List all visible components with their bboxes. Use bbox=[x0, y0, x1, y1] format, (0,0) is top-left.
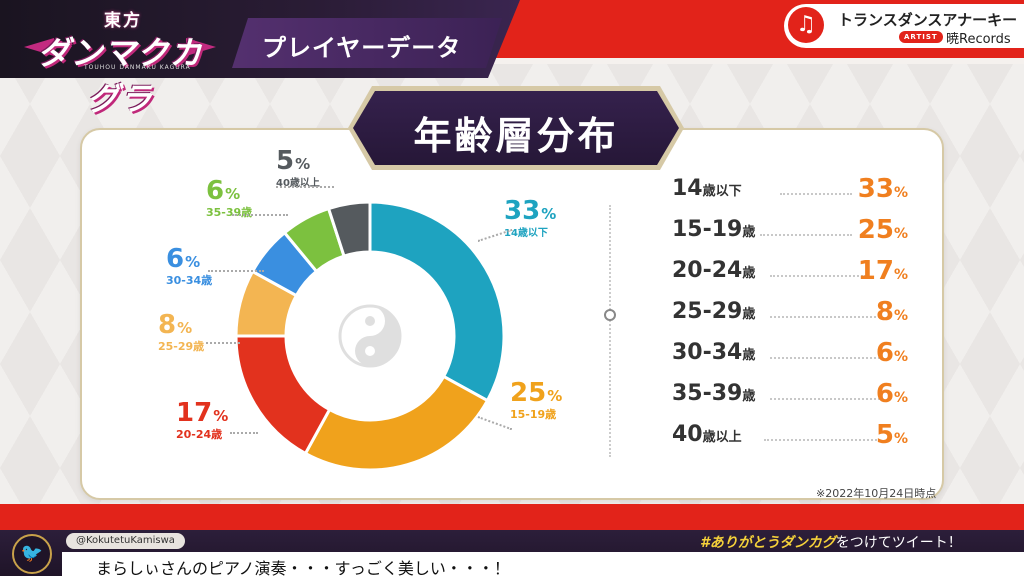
ticker-text: まらしぃさんのピアノ演奏・・・すっごく美しい・・・！ bbox=[96, 559, 510, 576]
row-value: 5 bbox=[875, 420, 894, 450]
label-20-24-category: 20-24歳 bbox=[176, 428, 223, 441]
row-value: 17 bbox=[857, 256, 894, 286]
now-playing-artist: 暁Records bbox=[946, 32, 1011, 47]
row-category-unit: 歳 bbox=[742, 225, 756, 240]
row-unit: % bbox=[893, 431, 908, 447]
label-25-29-value: 8 bbox=[158, 310, 177, 340]
row-category-unit: 歳以上 bbox=[702, 430, 742, 445]
row-unit: % bbox=[893, 349, 908, 365]
page-title-banner: プレイヤーデータ bbox=[232, 18, 502, 68]
game-logo: 東方 ダンマクカグラ TOUHOU DANMAKU KAGURA bbox=[22, 6, 218, 118]
row-category-unit: 歳 bbox=[742, 307, 756, 322]
donut-slice-1 bbox=[303, 374, 490, 472]
row-value: 8 bbox=[875, 297, 894, 327]
donut-slice-6 bbox=[326, 200, 372, 259]
yin-yang-icon bbox=[338, 304, 402, 368]
label-30-34-category: 30-34歳 bbox=[166, 274, 213, 287]
label-30-34-value: 6 bbox=[166, 244, 185, 274]
donut-slice-0 bbox=[368, 200, 506, 403]
row-dots bbox=[760, 234, 852, 236]
leader-35-39 bbox=[232, 214, 288, 216]
row-value: 25 bbox=[857, 215, 894, 245]
table-row: 25-29歳 8% bbox=[672, 297, 908, 331]
section-title: 年齢層分布 bbox=[413, 114, 619, 158]
label-14: 33% 14歳以下 bbox=[504, 196, 557, 239]
artist-badge: ARTIST bbox=[899, 31, 943, 43]
hashtag-suffix: をつけてツイート！ bbox=[835, 535, 962, 551]
label-15-19-category: 15-19歳 bbox=[510, 408, 557, 421]
label-20-24-value: 17 bbox=[176, 398, 213, 428]
label-35-39-value: 6 bbox=[206, 176, 225, 206]
twitter-handle: @KokutetuKamiswa bbox=[66, 533, 185, 549]
leader-40 bbox=[276, 186, 334, 188]
section-banner bbox=[353, 91, 679, 165]
logo-top-text: 東方 bbox=[104, 11, 142, 31]
row-category: 35-39 bbox=[672, 381, 743, 406]
label-25-29-category: 25-29歳 bbox=[158, 340, 205, 353]
row-category-unit: 歳 bbox=[742, 389, 756, 404]
table-row: 15-19歳 25% bbox=[672, 215, 908, 249]
ticker-bg bbox=[62, 552, 1024, 576]
age-donut-chart bbox=[234, 200, 506, 472]
label-14-category: 14歳以下 bbox=[504, 228, 548, 239]
bottom-band bbox=[0, 504, 1024, 530]
music-note-icon: ♫ bbox=[788, 7, 824, 43]
label-15-19-value: 25 bbox=[510, 378, 547, 408]
table-row: 20-24歳 17% bbox=[672, 256, 908, 290]
row-unit: % bbox=[893, 185, 908, 201]
row-dots bbox=[770, 357, 880, 359]
row-unit: % bbox=[893, 308, 908, 324]
label-15-19: 25% 15-19歳 bbox=[510, 378, 563, 421]
row-value: 33 bbox=[857, 174, 894, 204]
logo-main-text: ダンマクカグラ bbox=[37, 34, 203, 118]
row-unit: % bbox=[893, 226, 908, 242]
divider-dot bbox=[604, 309, 616, 321]
row-value: 6 bbox=[875, 379, 894, 409]
leader-20-24 bbox=[230, 432, 258, 434]
now-playing-title: トランスダンスアナーキー bbox=[838, 11, 1018, 29]
row-dots bbox=[764, 439, 880, 441]
as-of-date: ※2022年10月24日時点 bbox=[816, 487, 937, 500]
panel-divider bbox=[609, 205, 611, 457]
leader-30-34 bbox=[208, 270, 264, 272]
row-category: 20-24 bbox=[672, 258, 743, 283]
row-category: 25-29 bbox=[672, 299, 743, 324]
hashtag: #ありがとうダンカグ bbox=[700, 535, 836, 551]
row-category: 14 bbox=[672, 176, 703, 201]
twitter-icon: 🐦 bbox=[12, 534, 52, 574]
row-category: 40 bbox=[672, 422, 703, 447]
table-row: 30-34歳 6% bbox=[672, 338, 908, 372]
label-40-category: 40歳以上 bbox=[276, 178, 320, 189]
table-row: 35-39歳 6% bbox=[672, 379, 908, 413]
page-title: プレイヤーデータ bbox=[262, 34, 462, 62]
donut-slice-2 bbox=[234, 334, 332, 456]
row-category-unit: 歳 bbox=[742, 266, 756, 281]
table-row: 40歳以上 5% bbox=[672, 420, 908, 454]
row-category-unit: 歳以下 bbox=[702, 184, 742, 199]
row-category-unit: 歳 bbox=[742, 348, 756, 363]
label-40: 5% 40歳以上 bbox=[276, 146, 320, 189]
leader-25-29 bbox=[206, 342, 240, 344]
hashtag-prompt: #ありがとうダンカグをつけてツイート！ bbox=[700, 532, 962, 552]
row-dots bbox=[780, 193, 852, 195]
row-dots bbox=[770, 316, 880, 318]
label-25-29: 8% 25-29歳 bbox=[158, 310, 205, 353]
row-unit: % bbox=[893, 390, 908, 406]
row-category: 15-19 bbox=[672, 217, 743, 242]
row-value: 6 bbox=[875, 338, 894, 368]
label-35-39-category: 35-39歳 bbox=[206, 206, 253, 219]
row-unit: % bbox=[893, 267, 908, 283]
label-30-34: 6% 30-34歳 bbox=[166, 244, 213, 287]
row-dots bbox=[770, 398, 880, 400]
label-20-24: 17% 20-24歳 bbox=[176, 398, 229, 441]
label-14-value: 33 bbox=[504, 196, 541, 226]
table-row: 14歳以下 33% bbox=[672, 174, 908, 208]
label-40-value: 5 bbox=[276, 146, 295, 176]
logo-sub-text: TOUHOU DANMAKU KAGURA bbox=[84, 64, 191, 71]
row-dots bbox=[770, 275, 866, 277]
row-category: 30-34 bbox=[672, 340, 743, 365]
